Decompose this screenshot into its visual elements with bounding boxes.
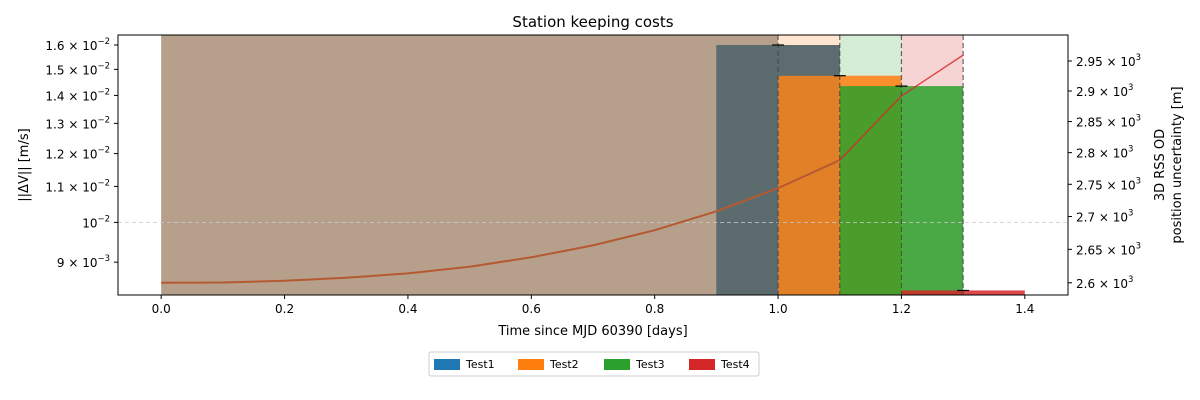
axes-frame xyxy=(117,34,1069,296)
y-left-tick-label-0: 9 × 10−3 xyxy=(57,254,110,270)
y-right-tick-label-3: 2.75 × 103 xyxy=(1076,176,1141,192)
legend-label-test3: Test3 xyxy=(635,358,665,371)
y-right-tick-label-4: 2.8 × 103 xyxy=(1076,145,1133,161)
y-left-tick-label-5: 1.4 × 10−2 xyxy=(45,87,110,103)
x-tick-label-0.8: 0.8 xyxy=(645,302,664,316)
x-axis-label: Time since MJD 60390 [days] xyxy=(497,324,687,339)
legend: Test1 Test2 Test3 Test4 xyxy=(428,351,760,377)
y-left-tick-label-3: 1.2 × 10−2 xyxy=(45,146,110,162)
y-axis-label-right-line2: position uncertainty [m] xyxy=(1170,86,1185,243)
x-tick-label-0.6: 0.6 xyxy=(522,302,541,316)
legend-swatch-test4 xyxy=(689,359,715,370)
legend-frame xyxy=(428,351,760,377)
y-right-tick-label-0: 2.6 × 103 xyxy=(1076,275,1133,291)
bar-test1-overlap xyxy=(716,45,779,295)
bar-test1-top xyxy=(778,45,840,76)
legend-label-test4: Test4 xyxy=(720,358,750,371)
y-right-tick-label-1: 2.65 × 103 xyxy=(1076,241,1141,257)
y-right-tick-label-7: 2.95 × 103 xyxy=(1076,53,1141,69)
window-shade-overlay xyxy=(161,35,779,295)
x-tick-label-0.4: 0.4 xyxy=(398,302,417,316)
y-left-tick-label-1: 10−2 xyxy=(82,214,110,230)
x-tick-label-1.0: 1.0 xyxy=(769,302,788,316)
y-right-tick-label-6: 2.9 × 103 xyxy=(1076,83,1133,99)
x-tick-label-1.2: 1.2 xyxy=(892,302,911,316)
y-left-tick-label-4: 1.3 × 10−2 xyxy=(45,115,110,131)
y-axis-label-left: ||ΔV|| [m/s] xyxy=(17,128,32,201)
legend-label-test1: Test1 xyxy=(465,358,495,371)
y-right-tick-label-5: 2.85 × 103 xyxy=(1076,114,1141,130)
x-tick-label-0.0: 0.0 xyxy=(152,302,171,316)
legend-label-test2: Test2 xyxy=(549,358,579,371)
x-tick-label-0.2: 0.2 xyxy=(275,302,294,316)
uncertainty-curve-tail xyxy=(839,54,964,161)
uncertainty-curve xyxy=(161,159,841,284)
y-left-tick-label-7: 1.6 × 10−2 xyxy=(45,37,110,53)
legend-swatch-test1 xyxy=(434,359,460,370)
y-right-tick-label-2: 2.7 × 103 xyxy=(1076,209,1133,225)
y-axis-label-right-line1: 3D RSS OD xyxy=(1153,129,1168,201)
y-left-tick-label-2: 1.1 × 10−2 xyxy=(45,178,110,194)
x-tick-label-1.4: 1.4 xyxy=(1015,302,1034,316)
legend-swatch-test2 xyxy=(518,359,544,370)
legend-swatch-test3 xyxy=(604,359,630,370)
y-left-tick-label-6: 1.5 × 10−2 xyxy=(45,61,110,77)
chart-title: Station keeping costs xyxy=(512,13,673,31)
plot-area: 0.0 0.2 0.4 0.6 0.8 1.0 1.2 1.4 9 × 10−3 10−2 1.1 … xyxy=(45,34,1141,316)
